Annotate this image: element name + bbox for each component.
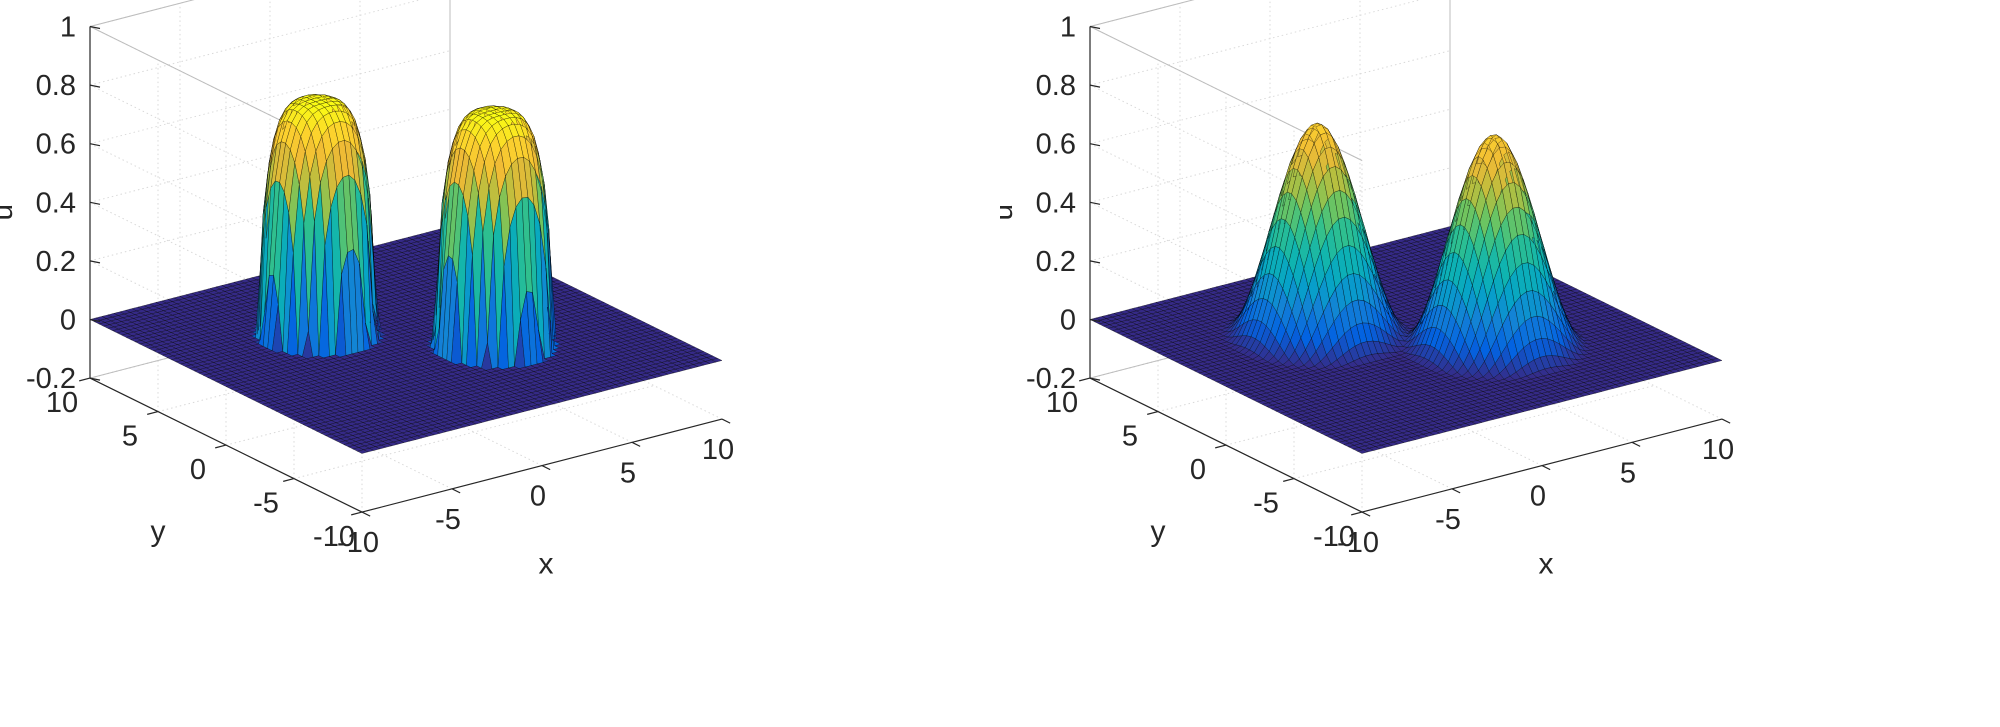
z-tick-mark <box>89 201 101 205</box>
box-edge <box>1089 0 1195 27</box>
x-tick-label: -5 <box>435 504 461 536</box>
x-axis-line <box>361 418 723 513</box>
z-tick-mark <box>89 143 101 147</box>
x-tick-mark <box>541 465 551 471</box>
y-axis-line <box>89 377 363 513</box>
y-axis-label: y <box>151 515 166 548</box>
z-tick-mark <box>89 377 101 381</box>
z-axis-label: u <box>0 204 19 221</box>
z-tick-mark <box>89 260 101 264</box>
y-tick-label: -5 <box>253 488 279 520</box>
gridline-z <box>89 0 195 27</box>
z-tick-label: 0.6 <box>36 129 76 161</box>
y-tick-mark <box>283 478 295 482</box>
gridline-y-floor <box>293 385 655 480</box>
z-tick-label: 0.4 <box>36 187 76 219</box>
z-tick-label: 0 <box>60 305 76 337</box>
y-tick-mark <box>79 377 91 382</box>
x-tick-label: 5 <box>620 457 636 489</box>
z-tick-label: 0.2 <box>36 246 76 278</box>
y-tick-mark <box>147 411 159 415</box>
z-tick-label: 0.8 <box>36 70 76 102</box>
z-tick-mark <box>89 25 101 30</box>
z-tick-label: 1 <box>60 12 76 44</box>
x-tick-label: 10 <box>702 434 734 466</box>
y-tick-label: 5 <box>122 421 138 453</box>
gridline-y-floor <box>1293 385 1655 480</box>
box-edge <box>89 0 195 27</box>
x-tick-mark <box>361 511 371 517</box>
z-tick-mark <box>89 318 101 323</box>
y-tick-label: 10 <box>46 387 78 419</box>
x-tick-mark <box>631 441 641 447</box>
x-tick-mark <box>721 418 731 424</box>
y-tick-label: -10 <box>313 521 355 553</box>
z-tick-label: -0.2 <box>26 363 76 395</box>
y-tick-mark <box>215 444 227 449</box>
y-tick-mark <box>351 511 363 516</box>
surface-patch <box>711 358 723 363</box>
y-tick-label: 0 <box>190 454 206 486</box>
surface <box>1089 122 1723 454</box>
x-tick-mark <box>451 488 461 494</box>
x-tick-label: 0 <box>530 481 546 513</box>
z-tick-mark <box>89 84 101 88</box>
gridline-z <box>1089 0 1195 27</box>
x-tick-label: -10 <box>337 527 379 559</box>
surface <box>89 94 723 454</box>
x-axis-label: x <box>539 548 554 581</box>
